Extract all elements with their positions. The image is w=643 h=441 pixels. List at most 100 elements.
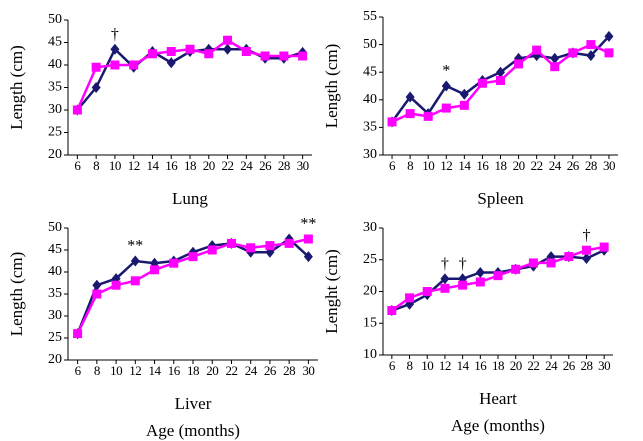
- marker: [475, 266, 485, 278]
- x-tick-label: 22: [225, 363, 237, 378]
- marker: [441, 103, 451, 113]
- x-tick-label: 22: [222, 158, 234, 173]
- x-tick-label: 6: [75, 363, 82, 378]
- x-tick-label: 26: [567, 158, 580, 173]
- annotation: †: [111, 26, 119, 43]
- annotation: *: [442, 63, 450, 80]
- marker: [111, 280, 121, 290]
- x-tick-label: 8: [93, 158, 99, 173]
- x-tick-label: 30: [598, 358, 610, 373]
- marker: [440, 273, 450, 285]
- x-tick-label: 24: [549, 158, 562, 173]
- marker: [204, 49, 214, 59]
- y-tick-label: 35: [363, 120, 377, 135]
- marker: [91, 62, 101, 72]
- x-tick-label: 24: [240, 158, 253, 173]
- marker: [546, 258, 556, 268]
- y-tick-label: 30: [363, 147, 377, 162]
- marker: [110, 43, 120, 55]
- marker: [422, 287, 432, 296]
- marker: [72, 105, 82, 115]
- marker: [458, 280, 468, 290]
- x-tick-label: 20: [206, 363, 218, 378]
- x-tick-label: 6: [389, 158, 396, 173]
- marker: [303, 234, 313, 244]
- x-tick-label: 18: [187, 363, 199, 378]
- marker: [110, 60, 120, 70]
- y-tick-label: 50: [363, 37, 377, 52]
- marker: [207, 245, 217, 255]
- x-tick-label: 26: [259, 158, 272, 173]
- marker: [405, 293, 415, 303]
- marker: [130, 255, 140, 267]
- y-tick-label: 45: [48, 242, 62, 257]
- marker: [166, 47, 176, 56]
- y-tick-label: 25: [48, 125, 62, 140]
- marker: [166, 57, 176, 69]
- marker: [511, 264, 521, 274]
- marker: [130, 276, 140, 286]
- x-tick-label: 12: [129, 363, 141, 378]
- chart-title: Liver: [175, 394, 212, 413]
- marker: [459, 88, 469, 100]
- x-tick-label: 12: [440, 158, 452, 173]
- chart-title: Lung: [172, 189, 208, 208]
- annotation: **: [300, 216, 316, 233]
- marker: [241, 47, 251, 56]
- marker: [568, 48, 578, 58]
- marker: [265, 241, 275, 251]
- x-tick-label: 10: [109, 158, 121, 173]
- marker: [604, 48, 614, 58]
- y-tick-label: 30: [48, 102, 62, 117]
- x-tick-label: 14: [458, 158, 471, 173]
- marker: [223, 43, 233, 55]
- y-tick-label: 35: [48, 286, 62, 301]
- x-tick-label: 14: [457, 358, 470, 373]
- marker: [604, 30, 614, 42]
- marker: [564, 252, 574, 262]
- x-tick-label: 8: [407, 158, 413, 173]
- y-axis-label: Length (cm): [7, 45, 26, 130]
- marker: [477, 78, 487, 88]
- marker: [599, 242, 609, 252]
- x-tick-label: 24: [545, 358, 558, 373]
- marker: [581, 252, 591, 264]
- y-tick-label: 35: [48, 80, 62, 95]
- x-tick-label: 14: [146, 158, 159, 173]
- x-tick-label: 10: [110, 363, 122, 378]
- x-tick-label: 30: [297, 158, 309, 173]
- marker: [387, 306, 397, 316]
- marker: [303, 251, 313, 263]
- marker: [405, 109, 415, 119]
- x-tick-label: 12: [128, 158, 140, 173]
- x-tick-label: 10: [422, 158, 434, 173]
- marker: [147, 49, 157, 59]
- annotation: †: [441, 255, 449, 272]
- marker: [405, 91, 415, 103]
- x-tick-label: 16: [165, 158, 178, 173]
- y-tick-label: 20: [363, 284, 377, 299]
- marker: [550, 52, 560, 64]
- x-tick-label: 16: [474, 358, 487, 373]
- x-tick-label: 16: [476, 158, 489, 173]
- y-tick-label: 30: [363, 220, 377, 235]
- marker: [150, 265, 160, 275]
- marker: [223, 35, 233, 45]
- x-axis-label: Age (months): [451, 416, 545, 435]
- marker: [284, 238, 294, 248]
- marker: [532, 45, 542, 55]
- marker: [129, 60, 139, 70]
- marker: [279, 51, 289, 61]
- y-tick-label: 45: [363, 64, 377, 79]
- y-tick-label: 40: [363, 92, 377, 107]
- y-tick-label: 45: [48, 35, 62, 50]
- y-tick-label: 40: [48, 57, 62, 72]
- x-tick-label: 30: [302, 363, 314, 378]
- x-tick-label: 6: [74, 158, 81, 173]
- x-tick-label: 14: [149, 363, 162, 378]
- x-tick-label: 20: [510, 358, 522, 373]
- x-tick-label: 16: [168, 363, 181, 378]
- marker: [169, 258, 179, 268]
- marker: [550, 62, 560, 72]
- x-tick-label: 6: [389, 358, 396, 373]
